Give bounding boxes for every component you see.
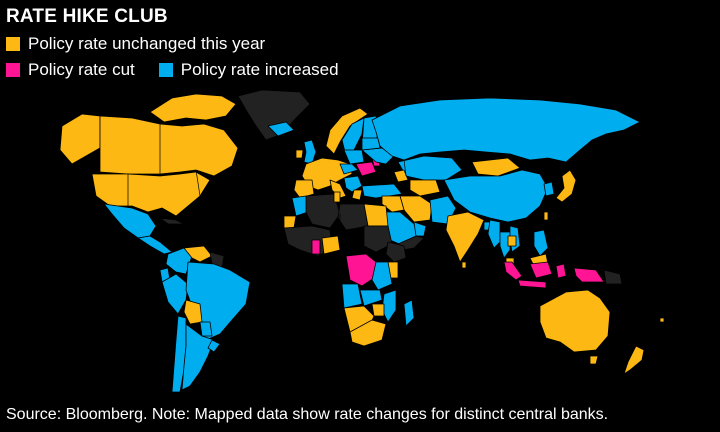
country-sudan xyxy=(363,225,393,253)
country-tunisia xyxy=(333,191,341,203)
country-gulf-states xyxy=(413,221,427,237)
country-philippines xyxy=(533,229,549,257)
country-balkans xyxy=(343,175,363,193)
legend-label-increased: Policy rate increased xyxy=(180,60,339,79)
country-argentina xyxy=(181,323,215,391)
country-uk xyxy=(303,139,317,165)
country-bolivia xyxy=(183,299,203,325)
country-canada xyxy=(99,115,239,177)
country-caucasus xyxy=(393,169,409,183)
country-kazakhstan xyxy=(397,155,463,181)
country-egypt xyxy=(363,203,389,227)
chart-title: RATE HIKE CLUB xyxy=(6,6,168,27)
border-lines xyxy=(127,124,455,230)
country-cuba xyxy=(159,217,185,225)
country-canada-arctic-islands xyxy=(149,93,237,123)
country-uganda-tanzania xyxy=(371,261,393,291)
country-nigeria xyxy=(321,235,341,255)
country-madagascar xyxy=(403,299,415,327)
country-uzbekistan-region xyxy=(409,179,441,197)
country-myanmar xyxy=(487,219,501,249)
legend-label-unchanged: Policy rate unchanged this year xyxy=(28,34,266,53)
country-japan xyxy=(555,169,577,203)
country-laos-cambodia xyxy=(507,235,517,247)
country-pacific-islands xyxy=(659,317,665,323)
country-angola xyxy=(341,283,363,309)
legend-item-unchanged: Policy rate unchanged this year xyxy=(6,33,265,55)
legend-swatch-cut xyxy=(6,63,20,77)
legend-label-cut: Policy rate cut xyxy=(28,60,135,79)
legend-item-cut: Policy rate cut xyxy=(6,59,135,81)
country-tasmania xyxy=(589,355,599,365)
country-brazil xyxy=(185,261,251,341)
world-map xyxy=(0,84,720,400)
source-note: Source: Bloomberg. Note: Mapped data sho… xyxy=(6,406,609,423)
country-ghana xyxy=(311,239,321,255)
legend-swatch-unchanged xyxy=(6,37,20,51)
country-sweden xyxy=(341,117,365,157)
country-china xyxy=(443,169,549,223)
country-greece xyxy=(351,189,363,201)
country-central-america xyxy=(137,235,173,255)
country-central-africa xyxy=(345,253,377,287)
legend-swatch-increased xyxy=(158,63,173,77)
country-india xyxy=(445,211,485,263)
country-zambia xyxy=(359,289,383,307)
country-ireland xyxy=(295,149,304,159)
country-poland xyxy=(343,149,365,165)
legend-item-increased: Policy rate increased xyxy=(158,59,339,81)
country-russia xyxy=(371,97,641,163)
country-western-sahara xyxy=(283,215,297,229)
country-iceland xyxy=(267,121,295,137)
country-ethiopia xyxy=(385,241,407,263)
country-korea xyxy=(543,181,555,197)
country-baltics-belarus xyxy=(361,137,381,151)
country-thailand xyxy=(499,231,511,259)
country-sri-lanka xyxy=(461,261,467,269)
country-romania xyxy=(355,161,377,177)
country-taiwan xyxy=(543,211,549,221)
legend-row-2: Policy rate cut Policy rate increased xyxy=(6,59,355,81)
country-new-zealand xyxy=(623,345,645,375)
country-south-africa xyxy=(349,319,387,347)
country-zimbabwe xyxy=(371,303,385,317)
country-indonesia-borneo xyxy=(529,261,553,279)
country-libya xyxy=(337,203,369,231)
country-uruguay xyxy=(207,339,221,353)
country-alaska xyxy=(59,113,101,165)
country-papua-new-guinea xyxy=(603,269,623,285)
country-indonesia-sulawesi-papua xyxy=(555,263,605,283)
country-indonesia-sumatra xyxy=(503,261,523,281)
country-mongolia xyxy=(471,157,521,177)
country-iraq-syria xyxy=(381,195,405,213)
country-venezuela xyxy=(183,245,213,263)
country-italy xyxy=(329,179,347,199)
country-paraguay xyxy=(199,321,213,337)
country-australia xyxy=(539,289,611,353)
country-indonesia-java xyxy=(517,279,547,289)
country-czech-hungary xyxy=(339,163,359,175)
legend-row-1: Policy rate unchanged this year xyxy=(6,33,281,55)
country-norway xyxy=(325,107,369,155)
country-peru xyxy=(161,273,189,315)
